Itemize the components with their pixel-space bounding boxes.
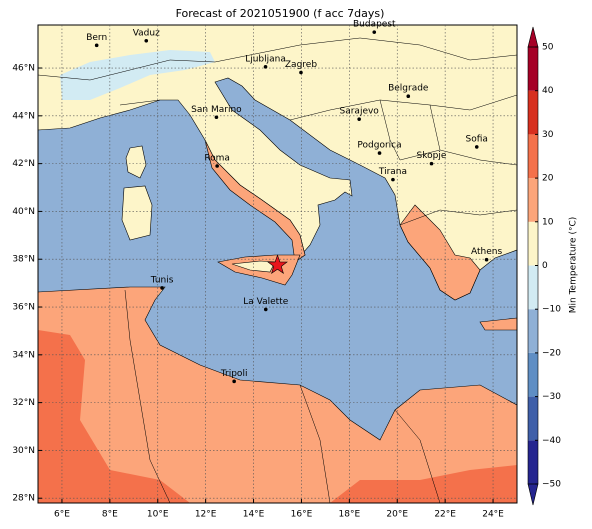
city-label: Zagreb xyxy=(285,60,317,70)
map-title: Forecast of 2021051900 (f acc 7days) xyxy=(176,7,385,20)
city-label: Skopje xyxy=(417,151,447,161)
city-label: Bern xyxy=(86,33,107,43)
x-tick-label: 20°E xyxy=(386,510,408,520)
corsica xyxy=(125,145,147,179)
x-tick-label: 8°E xyxy=(102,510,118,520)
x-tick-label: 12°E xyxy=(195,510,217,520)
city-marker xyxy=(377,151,382,155)
city-label: Ljubljana xyxy=(245,54,286,64)
y-tick-label: 42°N xyxy=(12,159,35,169)
south-east-warm-region xyxy=(330,465,517,503)
south-warm-region xyxy=(38,330,190,503)
y-tick-label: 40°N xyxy=(12,207,35,217)
colorbar-tick-label: −50 xyxy=(542,480,561,490)
city-label: Sofia xyxy=(466,134,488,144)
city-label: San Marino xyxy=(191,105,242,115)
colorbar: Min Temperature (°C) −50 −40 −30 −20 −10 0 10 2… xyxy=(527,26,579,506)
colorbar-band xyxy=(528,265,538,310)
city-marker xyxy=(214,115,219,120)
colorbar-band xyxy=(528,134,538,179)
y-tick-label: 38°N xyxy=(12,255,35,265)
colorbar-band xyxy=(528,178,538,222)
colorbar-band xyxy=(528,396,538,441)
city-label: Vaduz xyxy=(133,28,160,38)
city-label: Podgorica xyxy=(357,141,401,151)
colorbar-band xyxy=(528,309,538,353)
city-marker xyxy=(391,177,395,182)
city-label: Tirana xyxy=(378,167,407,177)
x-tick-label: 16°E xyxy=(291,510,313,520)
colorbar-extend-bottom xyxy=(527,483,539,506)
colorbar-tick-label: 10 xyxy=(542,217,554,227)
y-tick-label: 44°N xyxy=(12,111,35,121)
colorbar-band xyxy=(528,221,538,266)
city-label: Belgrade xyxy=(388,84,429,94)
sardinia xyxy=(121,185,153,241)
city-marker xyxy=(484,257,489,262)
colorbar-tick-label: 40 xyxy=(542,86,554,96)
y-tick-label: 30°N xyxy=(12,446,35,456)
city-marker xyxy=(474,145,479,149)
city-label: Sarajevo xyxy=(340,107,380,117)
city-label: Athens xyxy=(471,247,502,257)
city-label: La Valette xyxy=(243,297,288,307)
country-borders xyxy=(38,37,517,503)
alps-region xyxy=(60,50,215,100)
crete xyxy=(479,317,517,331)
city-marker xyxy=(160,286,164,290)
city-marker xyxy=(232,379,236,384)
city-marker xyxy=(215,164,219,168)
colorbar-label: Min Temperature (°C) xyxy=(569,217,579,314)
city-marker xyxy=(372,30,377,34)
x-tick-label: 18°E xyxy=(339,510,361,520)
x-tick-label: 10°E xyxy=(147,510,169,520)
city-label: Budapest xyxy=(353,20,396,30)
star-marker xyxy=(267,254,288,275)
city-marker xyxy=(429,161,434,166)
colorbar-tick-label: 20 xyxy=(542,174,554,184)
colorbar-band xyxy=(528,440,538,484)
colorbar-tick-label: −20 xyxy=(542,348,561,358)
city-label: Tunis xyxy=(150,275,174,285)
colorbar-tick-label: 30 xyxy=(542,130,554,140)
y-tick-label: 32°N xyxy=(12,398,35,408)
city-marker xyxy=(263,65,268,69)
y-tick-label: 34°N xyxy=(12,350,35,360)
colorbar-tick-label: 0 xyxy=(542,261,548,271)
colorbar-band xyxy=(528,352,538,397)
colorbar-band xyxy=(528,90,538,135)
colorbar-tick-label: −30 xyxy=(542,392,561,402)
x-tick-label: 14°E xyxy=(243,510,265,520)
italy-coast-warm xyxy=(204,139,306,263)
city-marker xyxy=(263,307,268,312)
city-label: Roma xyxy=(204,154,230,164)
city-marker xyxy=(94,43,99,48)
x-tick-label: 6°E xyxy=(54,510,70,520)
y-tick-label: 46°N xyxy=(12,64,35,74)
y-tick-label: 36°N xyxy=(12,303,35,313)
x-tick-label: 22°E xyxy=(434,510,456,520)
colorbar-tick-label: −10 xyxy=(542,305,561,315)
map-frame xyxy=(37,24,518,504)
north-africa xyxy=(38,280,517,503)
city-marker xyxy=(406,94,411,99)
greece xyxy=(399,204,481,301)
colorbar-tick-label: −40 xyxy=(542,436,561,446)
x-tick-label: 24°E xyxy=(482,510,504,520)
colorbar-band xyxy=(528,47,538,91)
city-marker xyxy=(357,117,361,121)
city-label: Tripoli xyxy=(220,369,248,379)
city-marker xyxy=(144,38,149,43)
y-tick-label: 28°N xyxy=(12,494,35,504)
city-marker xyxy=(299,70,303,75)
colorbar-extend-top xyxy=(527,26,539,48)
colorbar-tick-label: 50 xyxy=(542,43,554,53)
